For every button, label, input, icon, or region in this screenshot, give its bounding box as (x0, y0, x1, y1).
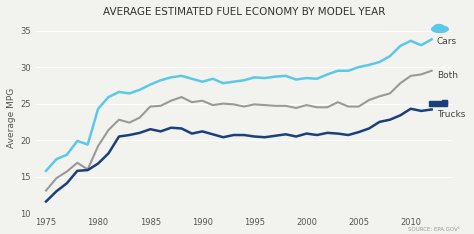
Y-axis label: Average MPG: Average MPG (7, 88, 16, 148)
FancyBboxPatch shape (429, 101, 447, 106)
Text: Trucks: Trucks (437, 110, 465, 119)
Text: Cars: Cars (437, 37, 457, 46)
Ellipse shape (432, 26, 448, 32)
Ellipse shape (434, 25, 444, 29)
Text: SOURCE: EPA.GOV¹: SOURCE: EPA.GOV¹ (408, 227, 460, 232)
Text: Both: Both (437, 71, 458, 80)
Title: AVERAGE ESTIMATED FUEL ECONOMY BY MODEL YEAR: AVERAGE ESTIMATED FUEL ECONOMY BY MODEL … (103, 7, 385, 17)
FancyBboxPatch shape (441, 100, 447, 104)
